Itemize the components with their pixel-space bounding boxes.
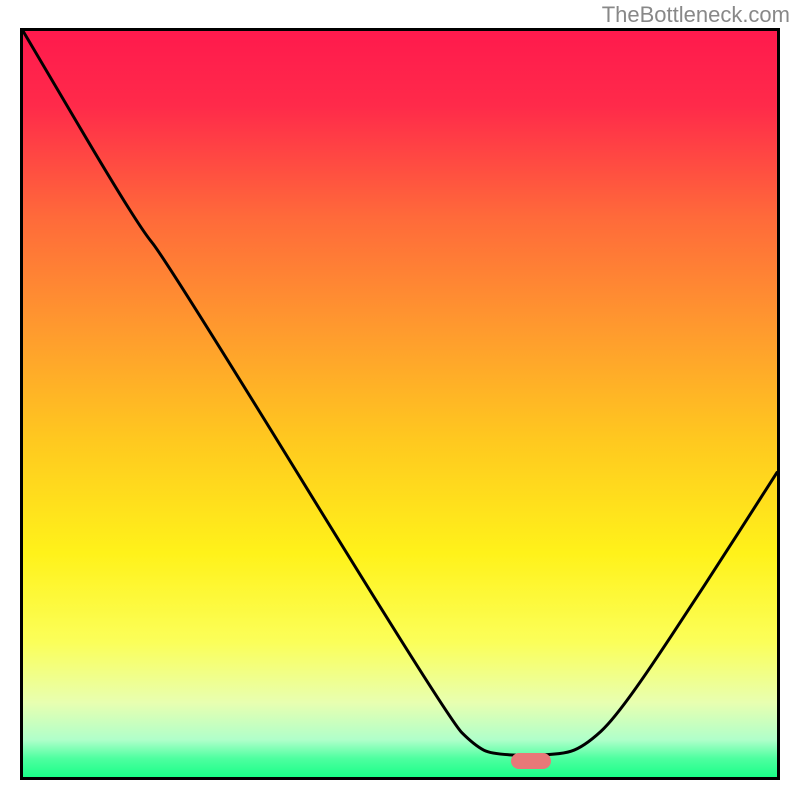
plot-area: [20, 28, 780, 780]
optimum-marker: [511, 753, 551, 769]
watermark-text: TheBottleneck.com: [602, 2, 790, 28]
curve-line: [23, 31, 777, 777]
